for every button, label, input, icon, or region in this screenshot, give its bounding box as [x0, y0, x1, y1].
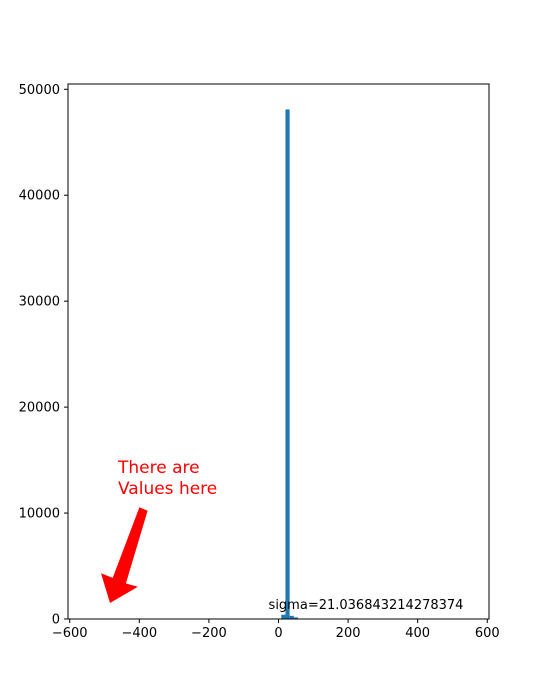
y-tick-label: 50000 — [19, 83, 60, 98]
annotation-line-1: There are — [117, 458, 200, 478]
histogram-bar — [281, 614, 286, 619]
x-tick-label: −200 — [191, 626, 227, 641]
x-tick-label: 200 — [336, 626, 361, 641]
histogram-bars — [281, 109, 298, 619]
histogram-bar — [285, 109, 290, 619]
histogram-bar — [293, 617, 298, 619]
sigma-annotation: sigma=21.036843214278374 — [269, 598, 464, 613]
y-tick-label: 0 — [52, 613, 60, 628]
values-here-annotation: There are Values here — [117, 458, 217, 499]
y-axis: 0 10000 20000 30000 40000 50000 — [19, 83, 68, 628]
histogram-bar — [289, 615, 294, 619]
x-tick-label: −600 — [52, 626, 88, 641]
x-tick-label: 0 — [274, 626, 282, 641]
x-tick-label: 600 — [475, 626, 500, 641]
y-tick-label: 40000 — [19, 189, 60, 204]
y-tick-label: 10000 — [19, 507, 60, 522]
red-arrow-icon — [101, 507, 148, 603]
x-tick-label: −400 — [121, 626, 157, 641]
y-tick-label: 20000 — [19, 401, 60, 416]
annotation-line-2: Values here — [118, 479, 217, 499]
y-tick-label: 30000 — [19, 295, 60, 310]
x-tick-label: 400 — [405, 626, 430, 641]
x-axis: −600 −400 −200 0 200 400 600 — [52, 619, 500, 641]
